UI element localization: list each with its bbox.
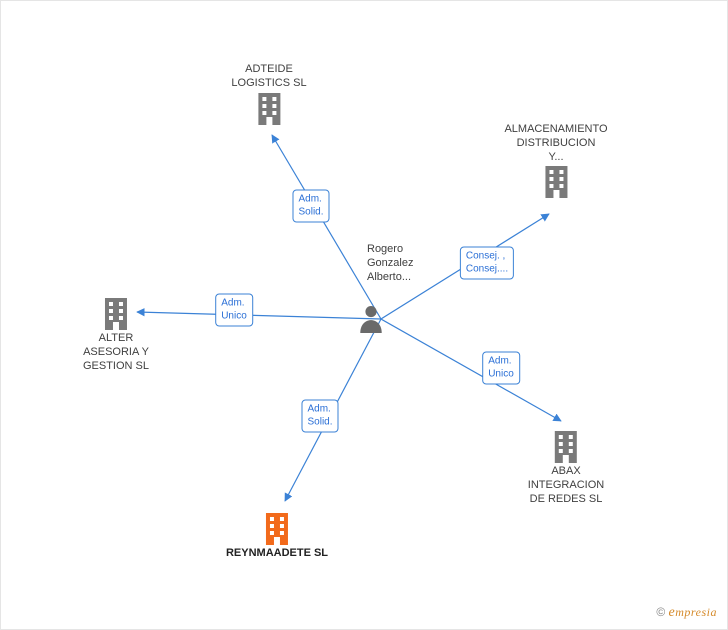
company-label: ALMACENAMIENTO DISTRIBUCION Y... bbox=[504, 123, 607, 164]
company-node-abax[interactable]: ABAX INTEGRACION DE REDES SL bbox=[528, 429, 604, 506]
person-icon bbox=[358, 303, 384, 333]
company-node-reynmaadete[interactable]: REYNMAADETE SL bbox=[226, 511, 328, 561]
company-label: ABAX INTEGRACION DE REDES SL bbox=[528, 465, 604, 506]
edge-label[interactable]: Adm. Unico bbox=[215, 294, 253, 327]
diagram-canvas: Rogero Gonzalez Alberto... ADTEIDE LOGIS… bbox=[0, 0, 728, 630]
copyright-symbol: © bbox=[656, 605, 665, 619]
building-icon bbox=[101, 296, 131, 330]
edge-label[interactable]: Adm. Solid. bbox=[292, 190, 329, 223]
watermark: © empresia bbox=[656, 605, 717, 621]
edge-line bbox=[272, 135, 381, 319]
edge-label[interactable]: Adm. Unico bbox=[482, 352, 520, 385]
edge-line bbox=[137, 312, 381, 319]
building-icon bbox=[541, 164, 571, 198]
company-label: ALTER ASESORIA Y GESTION SL bbox=[83, 332, 149, 373]
company-label: ADTEIDE LOGISTICS SL bbox=[231, 63, 306, 91]
center-person-node[interactable] bbox=[358, 303, 384, 333]
company-label: REYNMAADETE SL bbox=[226, 547, 328, 561]
center-person-label: Rogero Gonzalez Alberto... bbox=[367, 243, 413, 284]
building-icon bbox=[254, 91, 284, 125]
building-icon bbox=[262, 511, 292, 545]
building-icon bbox=[551, 429, 581, 463]
edge-label[interactable]: Consej. , Consej.... bbox=[460, 247, 514, 280]
company-node-alter[interactable]: ALTER ASESORIA Y GESTION SL bbox=[83, 296, 149, 373]
company-node-almacen[interactable]: ALMACENAMIENTO DISTRIBUCION Y... bbox=[504, 121, 607, 198]
company-node-adteide[interactable]: ADTEIDE LOGISTICS SL bbox=[231, 61, 306, 125]
edge-label[interactable]: Adm. Solid. bbox=[301, 400, 338, 433]
edge-line bbox=[381, 319, 561, 421]
